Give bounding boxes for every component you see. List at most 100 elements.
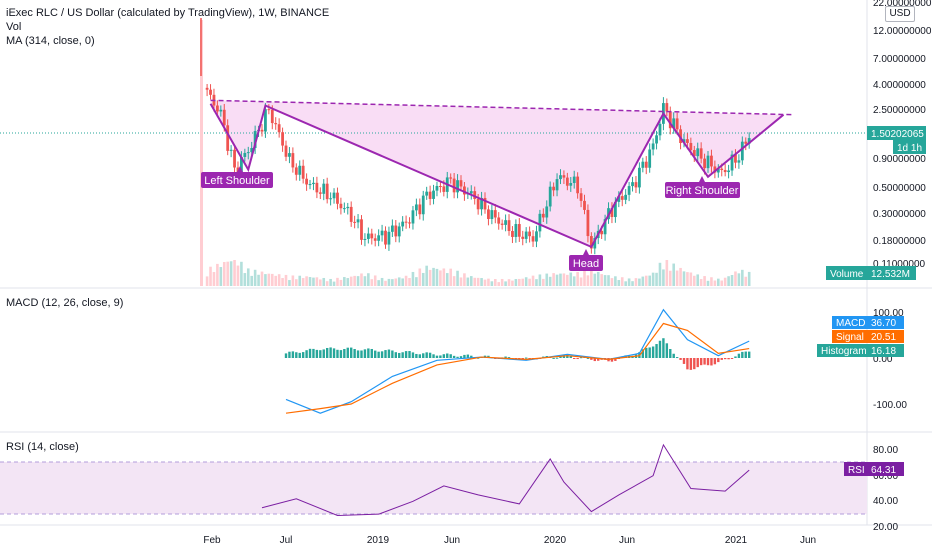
macd-tick: 0.00 <box>873 354 893 365</box>
macd-histogram-bar <box>356 350 360 358</box>
svg-text:MACD: MACD <box>836 318 865 329</box>
macd-histogram-bar <box>706 358 710 366</box>
volume-bar <box>219 267 223 286</box>
macd-value-tag[interactable]: MACD 36.70 <box>832 316 904 329</box>
svg-text:Left Shoulder: Left Shoulder <box>204 175 270 187</box>
candle-body <box>524 231 528 239</box>
candle-body <box>425 191 429 196</box>
last-price-tag[interactable]: 1.50202065 1d 1h <box>867 126 926 154</box>
volume-bar <box>205 276 209 286</box>
volume-bar <box>421 272 425 286</box>
svg-text:Histogram: Histogram <box>821 346 867 357</box>
candle-body <box>689 142 693 151</box>
macd-histogram-bar <box>398 352 401 358</box>
macd-histogram-bar <box>329 347 332 358</box>
price-tick: 0.50000000 <box>873 183 926 194</box>
time-tick: 2020 <box>544 535 567 546</box>
candle-body <box>264 109 267 132</box>
candle-body <box>613 201 617 218</box>
volume-bar <box>411 271 415 286</box>
volume-bar <box>723 277 727 286</box>
candle-body <box>644 161 648 168</box>
candle-body <box>672 118 676 129</box>
price-tick: 0.90000000 <box>873 154 926 165</box>
macd-histogram-bar <box>422 353 425 358</box>
volume-bar <box>200 20 203 286</box>
volume-bar <box>576 272 579 286</box>
volume-bar <box>562 273 566 286</box>
currency-unit-button[interactable]: USD <box>885 6 915 22</box>
volume-tag[interactable]: Volume 12.532M <box>826 266 916 280</box>
macd-histogram-bar <box>442 354 446 358</box>
histogram-value-tag[interactable]: Histogram 16.18 <box>817 344 904 357</box>
candle-body <box>332 192 336 199</box>
time-axis[interactable]: Feb Jul 2019 Jun 2020 Jun 2021 Jun <box>203 535 816 546</box>
volume-bar <box>710 277 713 286</box>
svg-text:36.70: 36.70 <box>871 318 896 329</box>
right-shoulder-label[interactable]: Right Shoulder <box>665 176 740 198</box>
macd-histogram-bar <box>507 357 511 359</box>
volume-bar <box>291 275 295 286</box>
volume-bar <box>274 275 278 286</box>
macd-histogram-bar <box>579 357 583 359</box>
volume-bar <box>284 274 288 286</box>
macd-histogram-bar <box>470 355 473 358</box>
macd-histogram-bar <box>312 348 315 358</box>
macd-histogram-bar <box>696 358 699 368</box>
volume-bar <box>590 268 593 286</box>
volume-bar <box>332 281 336 286</box>
main-legend[interactable]: iExec RLC / US Dollar (calculated by Tra… <box>6 6 329 48</box>
macd-axis[interactable]: 100.00 0.00 -100.00 <box>873 308 907 411</box>
rsi-axis[interactable]: 80.00 60.00 40.00 20.00 <box>873 445 898 533</box>
volume-bar <box>524 277 528 286</box>
macd-histogram-bar <box>679 358 682 360</box>
rsi-value-tag[interactable]: RSI 64.31 <box>844 462 904 476</box>
volume-bar <box>415 277 418 286</box>
head-label[interactable]: Head <box>569 249 603 271</box>
volume-bar <box>648 275 651 286</box>
candle-body <box>240 156 243 173</box>
candle-body <box>246 152 250 154</box>
volume-legend[interactable]: Vol <box>6 21 22 33</box>
volume-bar <box>727 276 730 286</box>
volume-bar <box>312 277 315 286</box>
candle-body <box>404 221 408 223</box>
head-shoulders-line[interactable] <box>209 103 785 249</box>
ma-legend[interactable]: MA (314, close, 0) <box>6 35 95 47</box>
macd-histogram-bar <box>336 349 339 358</box>
volume-bar <box>404 275 408 286</box>
volume-bar <box>493 278 497 286</box>
macd-histogram-bar <box>415 353 418 358</box>
volume-bar <box>336 277 339 286</box>
candle-body <box>634 182 638 188</box>
volume-bar <box>617 280 621 286</box>
macd-legend[interactable]: MACD (12, 26, close, 9) <box>6 297 124 309</box>
candle-body <box>665 103 669 112</box>
neckline[interactable] <box>210 99 794 116</box>
volume-bar <box>329 278 332 286</box>
macd-histogram-bar <box>521 358 524 359</box>
candle-body <box>288 153 291 157</box>
svg-text:16.18: 16.18 <box>871 346 896 357</box>
macd-histogram-bar <box>693 358 696 370</box>
candle-body <box>312 182 315 185</box>
volume-bar <box>518 278 521 286</box>
candle-body <box>535 231 538 242</box>
candle-body <box>253 131 257 149</box>
candle-body <box>511 231 514 237</box>
signal-value-tag[interactable]: Signal 20.51 <box>832 330 904 343</box>
candle-body <box>473 191 477 199</box>
symbol-title[interactable]: iExec RLC / US Dollar (calculated by Tra… <box>6 7 330 19</box>
volume-bar <box>463 273 466 286</box>
rsi-legend[interactable]: RSI (14, close) <box>6 441 79 453</box>
macd-histogram-bar <box>730 358 734 359</box>
macd-histogram-bar <box>723 358 727 360</box>
volume-bar <box>610 278 614 286</box>
macd-histogram-bar <box>322 349 325 358</box>
left-shoulder-label[interactable]: Left Shoulder <box>201 166 273 188</box>
price-candles[interactable] <box>205 83 751 255</box>
price-axis[interactable]: 12.00000000 7.00000000 4.00000000 2.5000… <box>873 0 932 270</box>
candle-body <box>541 213 545 218</box>
candle-body <box>339 203 343 209</box>
